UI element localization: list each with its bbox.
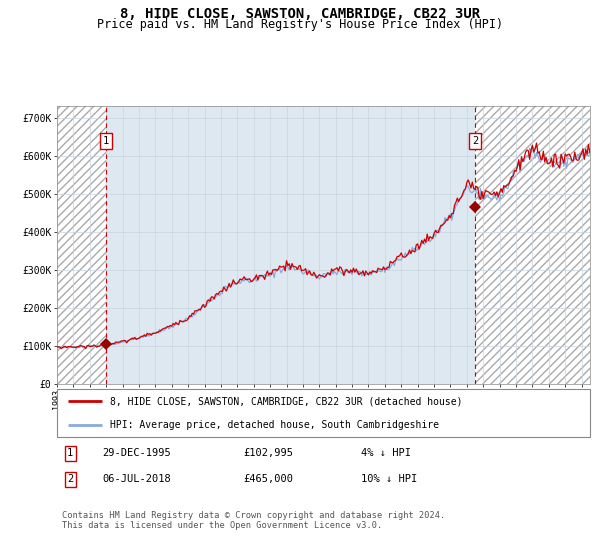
FancyBboxPatch shape [57, 389, 590, 437]
Text: 8, HIDE CLOSE, SAWSTON, CAMBRIDGE, CB22 3UR: 8, HIDE CLOSE, SAWSTON, CAMBRIDGE, CB22 … [120, 7, 480, 21]
Text: Contains HM Land Registry data © Crown copyright and database right 2024.
This d: Contains HM Land Registry data © Crown c… [62, 511, 446, 530]
Text: 10% ↓ HPI: 10% ↓ HPI [361, 474, 417, 484]
Text: 1: 1 [67, 449, 73, 459]
Text: £102,995: £102,995 [244, 449, 293, 459]
Text: £465,000: £465,000 [244, 474, 293, 484]
Text: 06-JUL-2018: 06-JUL-2018 [102, 474, 171, 484]
Text: Price paid vs. HM Land Registry's House Price Index (HPI): Price paid vs. HM Land Registry's House … [97, 18, 503, 31]
Text: 4% ↓ HPI: 4% ↓ HPI [361, 449, 410, 459]
Text: HPI: Average price, detached house, South Cambridgeshire: HPI: Average price, detached house, Sout… [110, 420, 439, 430]
Text: 2: 2 [67, 474, 73, 484]
Text: 8, HIDE CLOSE, SAWSTON, CAMBRIDGE, CB22 3UR (detached house): 8, HIDE CLOSE, SAWSTON, CAMBRIDGE, CB22 … [110, 396, 463, 406]
Text: 29-DEC-1995: 29-DEC-1995 [102, 449, 171, 459]
Text: 2: 2 [472, 136, 478, 146]
Text: 1: 1 [103, 136, 109, 146]
